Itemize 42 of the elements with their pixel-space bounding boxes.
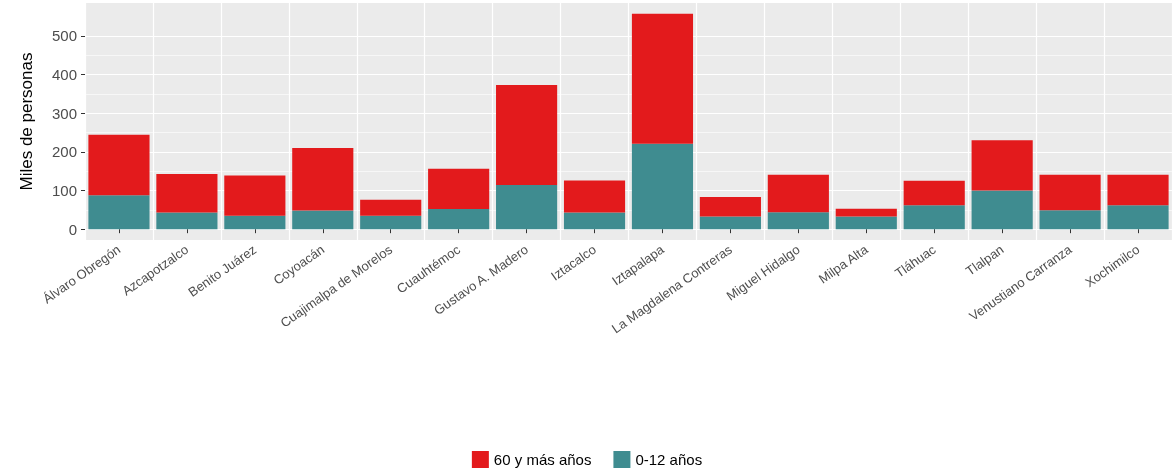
- bar: [971, 140, 1033, 191]
- bar: [88, 134, 150, 196]
- bar: [563, 180, 626, 213]
- bar: [903, 205, 965, 230]
- bar: [224, 175, 286, 216]
- bar: [563, 212, 626, 230]
- bar: [835, 216, 897, 230]
- y-tick-label: 300: [51, 104, 77, 122]
- y-tick-label: 200: [51, 143, 77, 161]
- bar: [156, 173, 218, 213]
- bar: [1039, 174, 1101, 211]
- bar: [428, 168, 490, 210]
- bar: [835, 208, 897, 217]
- bar: [428, 209, 490, 230]
- bar: [496, 84, 558, 186]
- bar: [156, 212, 218, 230]
- bar: [699, 197, 761, 217]
- bar: [360, 199, 422, 216]
- bar: [631, 143, 694, 230]
- y-tick-label: 100: [51, 182, 77, 200]
- bar: [699, 216, 761, 230]
- y-axis-title: Miles de personas: [17, 52, 36, 191]
- bar: [88, 195, 150, 230]
- x-tick-label: Milpa Alta: [815, 241, 872, 287]
- bar: [292, 210, 354, 230]
- legend-label: 0-12 años: [635, 451, 703, 468]
- bar: [1107, 174, 1169, 206]
- y-tick-label: 500: [51, 27, 77, 45]
- bar: [1107, 205, 1169, 230]
- bar: [496, 185, 558, 230]
- bar: [1039, 210, 1101, 230]
- bar: [631, 13, 694, 144]
- bar: [767, 174, 829, 213]
- bar: [767, 212, 829, 230]
- y-tick-label: 0: [68, 220, 77, 238]
- bar: [360, 215, 422, 230]
- y-tick-label: 400: [51, 66, 77, 84]
- bar: [292, 147, 354, 211]
- bar: [903, 180, 965, 206]
- bar: [971, 190, 1033, 230]
- legend-label: 60 y más años: [493, 451, 592, 468]
- bar: [224, 215, 286, 230]
